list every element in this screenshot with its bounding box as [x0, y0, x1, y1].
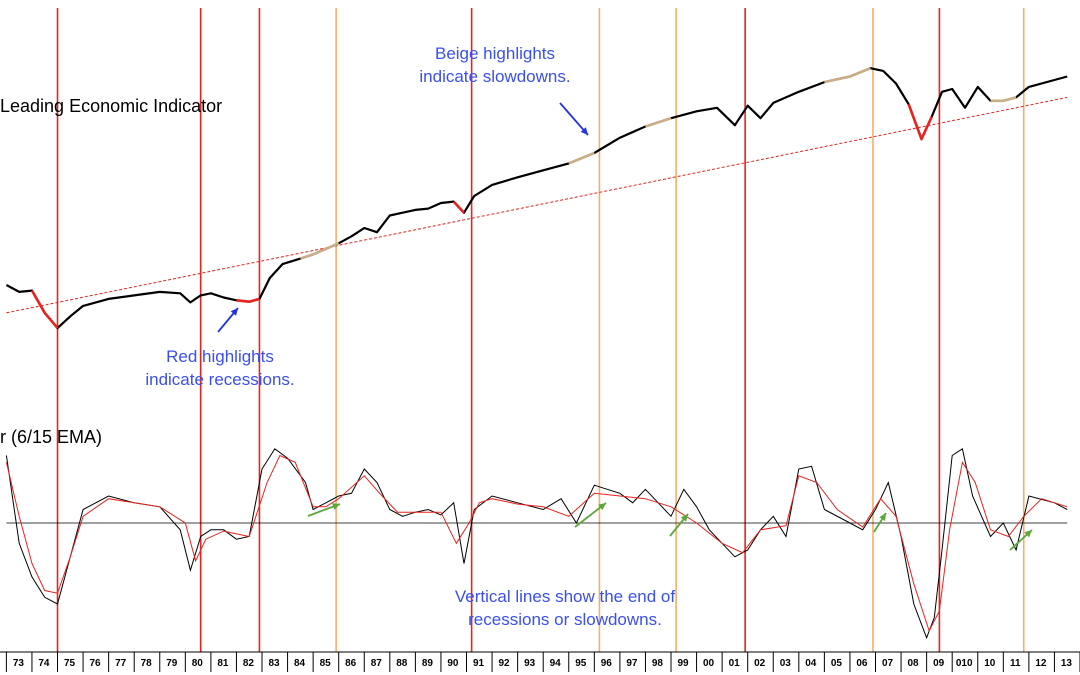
x-tick-label: 13 — [1060, 658, 1072, 669]
x-tick-label: 76 — [89, 658, 101, 669]
x-tick-label: 84 — [294, 658, 306, 669]
x-tick-label: 81 — [217, 658, 229, 669]
x-tick-label: 86 — [345, 658, 357, 669]
x-tick-label: 12 — [1035, 658, 1047, 669]
x-tick-label: 77 — [115, 658, 127, 669]
bottom-black-line — [5, 447, 1068, 640]
x-tick-label: 010 — [955, 658, 973, 669]
x-tick-label: 98 — [651, 658, 663, 669]
annotation-red-line1: Red highlights — [166, 347, 274, 366]
x-tick-label: 03 — [779, 658, 791, 669]
x-tick-label: 78 — [140, 658, 152, 669]
x-tick-label: 94 — [549, 658, 561, 669]
x-tick-label: 06 — [856, 658, 868, 669]
recession-highlight-0 — [30, 289, 59, 329]
top-ema-line — [6, 96, 1068, 314]
green-arrow-0-head — [332, 503, 340, 510]
green-arrow-2-head — [680, 514, 688, 522]
slowdown-highlight-2 — [644, 116, 672, 128]
x-tick-label: 02 — [754, 658, 766, 669]
slowdown-highlight-4 — [990, 96, 1017, 103]
x-tick-label: 79 — [166, 658, 178, 669]
x-tick-label: 85 — [319, 658, 331, 669]
bottom-red-line — [5, 454, 1068, 633]
recession-highlight-3 — [452, 200, 465, 214]
annotation-beige-line2: indicate slowdowns. — [419, 67, 571, 86]
x-tick-label: 95 — [575, 658, 587, 669]
x-tick-label: 90 — [447, 658, 459, 669]
x-tick-label: 83 — [268, 658, 280, 669]
x-tick-label: 00 — [703, 658, 715, 669]
annotation-red-line2: indicate recessions. — [145, 370, 295, 389]
annotation-red: Red highlights indicate recessions. — [120, 345, 320, 391]
slowdown-highlight-0 — [299, 242, 340, 260]
x-tick-label: 75 — [63, 658, 76, 669]
x-tick-label: 82 — [242, 658, 254, 669]
annotation-beige: Beige highlights indicate slowdowns. — [385, 42, 605, 88]
x-tick-label: 87 — [370, 658, 382, 669]
x-tick-label: 04 — [805, 658, 817, 669]
x-tick-label: 05 — [830, 658, 842, 669]
x-tick-label: 09 — [933, 658, 945, 669]
x-tick-label: 99 — [677, 658, 689, 669]
x-tick-label: 96 — [600, 658, 612, 669]
annotation-vertical-line1: Vertical lines show the end of — [454, 587, 676, 606]
slowdown-highlight-3 — [824, 66, 871, 84]
x-tick-label: 11 — [1010, 658, 1021, 669]
x-tick-label: 80 — [191, 658, 203, 669]
x-tick-label: 88 — [396, 658, 408, 669]
slowdown-highlight-1 — [568, 151, 595, 165]
arrow-beige-note-head — [580, 127, 588, 135]
annotation-vertical-line2: recessions or slowdowns. — [468, 610, 662, 629]
x-tick-label: 73 — [12, 658, 24, 669]
x-tick-label: 93 — [524, 658, 536, 669]
x-tick-label: 92 — [498, 658, 510, 669]
green-arrow-3-head — [879, 513, 886, 521]
x-tick-label: 10 — [984, 658, 996, 669]
x-tick-label: 89 — [421, 658, 433, 669]
x-tick-label: 97 — [626, 658, 638, 669]
x-tick-label: 07 — [881, 658, 894, 669]
recession-highlight-2 — [236, 297, 260, 303]
annotation-beige-line1: Beige highlights — [434, 44, 556, 63]
bottom-panel-title: r (6/15 EMA) — [0, 427, 103, 447]
green-arrow-4-head — [1024, 530, 1032, 538]
x-tick-label: 74 — [38, 658, 50, 669]
top-panel-title: Leading Economic Indicator — [0, 96, 223, 116]
arrow-red-note-head — [230, 308, 238, 316]
recession-highlight-5 — [907, 103, 933, 141]
green-arrow-1-head — [598, 503, 606, 511]
x-tick-label: 01 — [728, 658, 740, 669]
annotation-vertical: Vertical lines show the end of recession… — [420, 585, 710, 631]
x-tick-label: 08 — [907, 658, 919, 669]
x-tick-label: 91 — [472, 658, 485, 669]
